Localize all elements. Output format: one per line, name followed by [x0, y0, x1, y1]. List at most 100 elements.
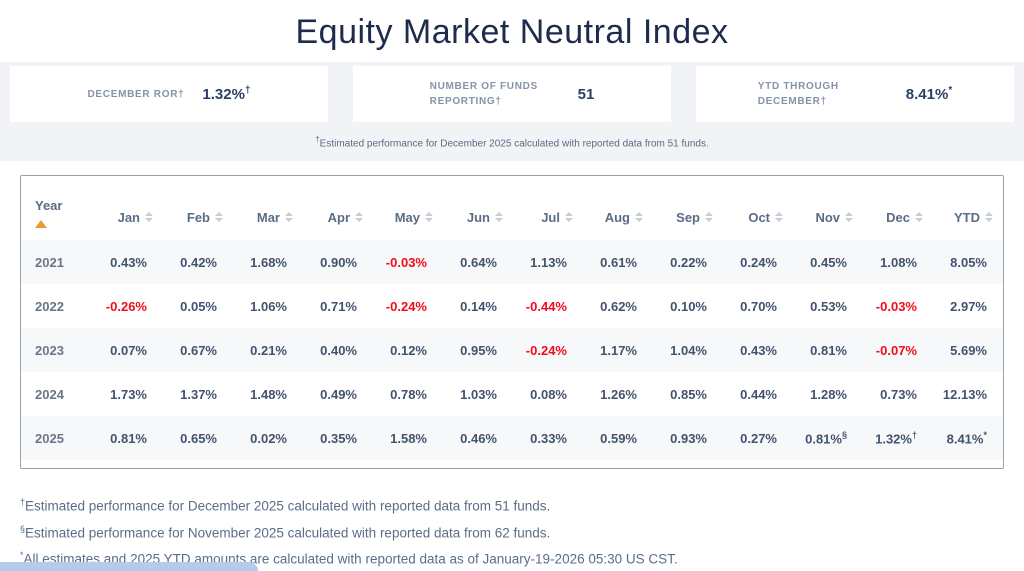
value-cell: 0.07% — [110, 342, 147, 358]
value-cell: 0.24% — [740, 254, 777, 270]
stat-value: 1.32%† — [202, 85, 251, 103]
value-cell: 0.73% — [880, 386, 917, 402]
footnote-november: §Estimated performance for November 2025… — [20, 523, 551, 541]
value-cell: -0.24% — [525, 342, 567, 358]
value-cell: 0.70% — [740, 298, 777, 314]
value-cell: 0.33% — [530, 430, 567, 446]
stat-value: 8.41%* — [905, 85, 953, 103]
table-row-2024: 2024 1.73% 1.37% 1.48% 0.49% 0.78% 1.03% 0.08% 1… — [21, 372, 1003, 416]
value-cell: 8.05% — [950, 254, 987, 270]
value-cell: 1.17% — [600, 342, 637, 358]
stat-label: YTD THROUGH DECEMBER† — [757, 81, 839, 107]
sort-arrows-icon — [285, 211, 293, 222]
sort-arrows-icon — [145, 211, 153, 222]
value-cell: 0.02% — [250, 430, 287, 446]
table-row-2025: 2025 0.81% 0.65% 0.02% 0.35% 1.58% 0.46% 0.33% 0… — [21, 416, 1003, 461]
stat-card-ytd: YTD THROUGH DECEMBER† 8.41%* — [696, 66, 1014, 122]
value-cell: 0.53% — [810, 298, 847, 314]
sort-arrows-icon — [215, 211, 223, 222]
value-cell: 1.68% — [250, 254, 287, 270]
sort-arrows-icon — [495, 211, 503, 222]
value-cell: 0.40% — [320, 342, 357, 358]
column-header-year[interactable]: Year — [21, 176, 93, 240]
value-cell: 0.49% — [320, 386, 357, 402]
value-cell: 1.58% — [390, 430, 427, 446]
value-cell: -0.03% — [875, 298, 917, 314]
stat-cards-row: DECEMBER ROR† 1.32%† NUMBER OF FUNDS REP… — [10, 66, 1014, 122]
value-cell: 0.46% — [460, 430, 497, 446]
value-cell: 0.42% — [180, 254, 217, 270]
sort-arrows-icon — [985, 211, 993, 222]
page-title: Equity Market Neutral Index — [295, 13, 729, 51]
value-cell: 0.93% — [670, 430, 707, 446]
column-header-mar[interactable]: Mar — [233, 176, 303, 240]
value-cell: 0.45% — [810, 254, 847, 270]
column-header-sep[interactable]: Sep — [653, 176, 723, 240]
column-header-apr[interactable]: Apr — [303, 176, 373, 240]
stat-value: 51 — [577, 86, 595, 103]
value-cell: 0.64% — [460, 254, 497, 270]
sort-arrows-icon — [635, 211, 643, 222]
value-cell: 0.21% — [250, 342, 287, 358]
sort-arrows-icon — [775, 211, 783, 222]
value-cell: 0.08% — [530, 386, 567, 402]
column-header-oct[interactable]: Oct — [723, 176, 793, 240]
performance-table-container: Year Jan Feb Mar Apr May Jun Jul Aug Sep Oct Nov De… — [20, 175, 1004, 470]
sort-arrows-icon — [705, 211, 713, 222]
footnotes: †Estimated performance for December 2025… — [20, 491, 1004, 571]
value-cell: 0.59% — [600, 430, 637, 446]
year-header-label: Year — [35, 198, 63, 214]
column-header-aug[interactable]: Aug — [583, 176, 653, 240]
sort-arrows-icon — [845, 211, 853, 222]
value-cell: -0.26% — [105, 298, 147, 314]
value-cell: 1.28% — [810, 386, 847, 402]
value-cell: 0.90% — [320, 254, 357, 270]
column-header-ytd[interactable]: YTD — [933, 176, 1003, 240]
value-cell: 0.81% — [110, 430, 147, 446]
value-cell: 1.37% — [180, 386, 217, 402]
value-cell: -0.03% — [385, 254, 427, 270]
value-cell: 0.95% — [460, 342, 497, 358]
value-cell: 0.05% — [180, 298, 217, 314]
value-cell: 0.78% — [390, 386, 427, 402]
sort-ascending-icon — [35, 220, 47, 229]
year-cell: 2023 — [35, 342, 64, 358]
value-cell: 1.26% — [600, 386, 637, 402]
value-cell: 1.08% — [880, 254, 917, 270]
column-header-feb[interactable]: Feb — [163, 176, 233, 240]
column-header-dec[interactable]: Dec — [863, 176, 933, 240]
column-header-jun[interactable]: Jun — [443, 176, 513, 240]
value-cell: -0.24% — [385, 298, 427, 314]
value-cell: 1.13% — [530, 254, 567, 270]
year-cell: 2022 — [35, 298, 64, 314]
stat-card-funds-reporting: NUMBER OF FUNDS REPORTING† 51 — [353, 66, 671, 122]
value-cell: 0.14% — [460, 298, 497, 314]
stats-band: DECEMBER ROR† 1.32%† NUMBER OF FUNDS REP… — [0, 62, 1024, 162]
value-cell: 0.22% — [670, 254, 707, 270]
column-header-nov[interactable]: Nov — [793, 176, 863, 240]
table-row-2023: 2023 0.07% 0.67% 0.21% 0.40% 0.12% 0.95% -0.24%… — [21, 328, 1003, 373]
value-cell: 0.27% — [740, 430, 777, 446]
partial-widget[interactable] — [0, 562, 258, 571]
stat-label: DECEMBER ROR† — [87, 88, 185, 100]
value-cell: 1.32%† — [875, 430, 917, 447]
column-header-jan[interactable]: Jan — [93, 176, 163, 240]
value-cell: 12.13% — [942, 386, 987, 402]
year-cell: 2025 — [35, 430, 64, 446]
value-cell: 5.69% — [950, 342, 987, 358]
year-cell: 2024 — [35, 386, 64, 402]
table-header-row: Year Jan Feb Mar Apr May Jun Jul Aug Sep Oct Nov De… — [21, 176, 1003, 240]
column-header-jul[interactable]: Jul — [513, 176, 583, 240]
table-row-2021: 2021 0.43% 0.42% 1.68% 0.90% -0.03% 0.64% 1.13%… — [21, 240, 1003, 285]
column-header-may[interactable]: May — [373, 176, 443, 240]
value-cell: 0.67% — [180, 342, 217, 358]
table-row-2022: 2022 -0.26% 0.05% 1.06% 0.71% -0.24% 0.14% -0.4… — [21, 284, 1003, 328]
sort-arrows-icon — [565, 211, 573, 222]
value-cell: 1.48% — [250, 386, 287, 402]
value-cell: 0.62% — [600, 298, 637, 314]
value-cell: 0.85% — [670, 386, 707, 402]
value-cell: -0.44% — [525, 298, 567, 314]
value-cell: 0.61% — [600, 254, 637, 270]
performance-table: Year Jan Feb Mar Apr May Jun Jul Aug Sep Oct Nov De… — [21, 176, 1003, 461]
